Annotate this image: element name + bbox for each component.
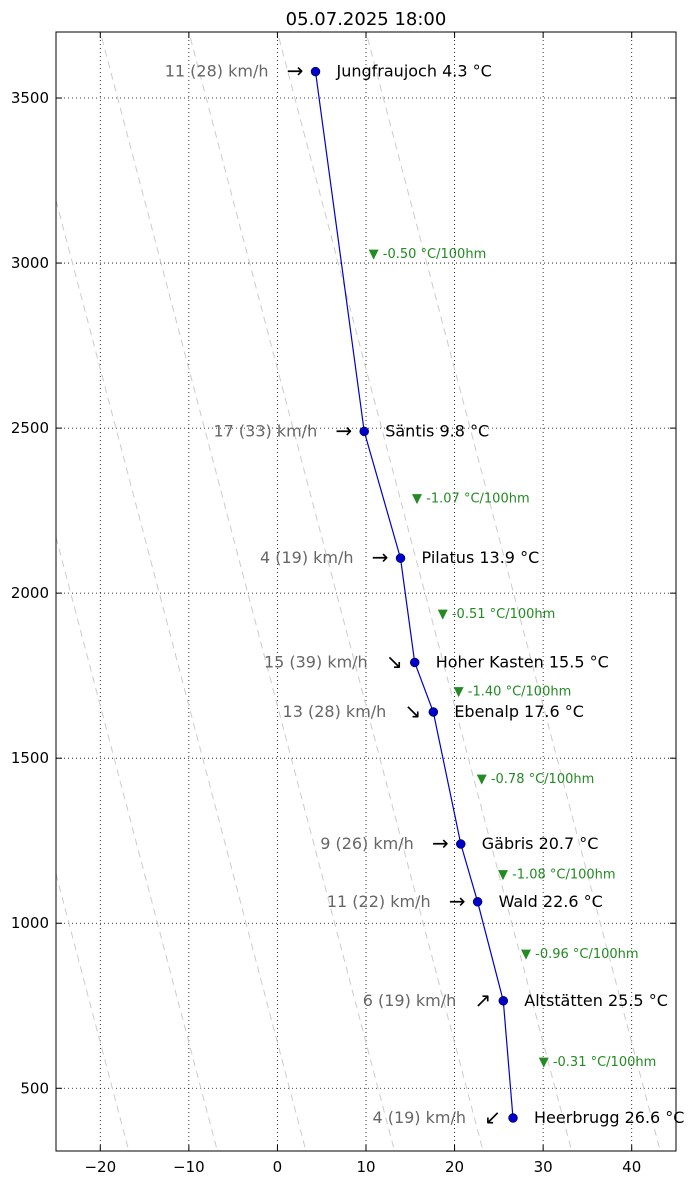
temperature-line [314,71,514,1119]
station-point [409,657,420,668]
wind-arrow-icon: → [335,418,352,442]
wind-arrow-icon: → [372,545,389,569]
station-point [428,707,439,717]
wind-label: 17 (33) km/h [213,421,317,440]
station-label: Hoher Kasten 15.5 °C [436,652,609,671]
axis-ticks: −20 −10 0 10 20 30 40 500 1000 1500 2000 2500 3000 35… [11,32,676,1176]
station-label: Ebenalp 17.6 °C [454,702,584,721]
wind-arrow-icon: ↘ [386,649,403,673]
y-tick-label: 1500 [11,749,49,767]
x-tick-label: 0 [273,1158,283,1176]
lapse-rate-labels: ▼ -0.50 °C/100hm ▼ -1.07 °C/100hm ▼ -0.51 … [369,247,657,1070]
station-point [395,553,406,563]
wind-label: 9 (26) km/h [320,834,414,853]
station-labels: Jungfraujoch 4.3 °C → 11 (28) km/h Säntis 9… [165,59,685,1129]
station-point [456,839,466,849]
station-label: Jungfraujoch 4.3 °C [336,62,492,81]
lapse-rate-label: ▼ -1.08 °C/100hm [498,868,616,883]
wind-label: 11 (22) km/h [327,892,431,911]
plot-frame [55,31,677,1152]
lapse-rate-label: ▼ -0.31 °C/100hm [539,1055,657,1070]
wind-arrow-icon: → [432,831,449,855]
wind-arrow-icon: ↙ [484,1105,501,1129]
wind-label: 4 (19) km/h [260,548,354,567]
wind-arrow-icon: → [287,59,304,83]
y-tick-label: 3500 [11,89,49,107]
wind-label: 11 (28) km/h [165,62,269,81]
x-tick-label: 20 [445,1158,464,1176]
y-tick-label: 1000 [11,914,49,932]
lapse-rate-label: ▼ -0.50 °C/100hm [369,247,487,262]
wind-label: 6 (19) km/h [363,991,457,1010]
station-label: Säntis 9.8 °C [385,421,489,440]
station-point [498,996,509,1006]
y-tick-label: 3000 [11,254,49,272]
wind-label: 13 (28) km/h [283,702,387,721]
y-tick-label: 2000 [11,584,49,602]
station-label: Altstätten 25.5 °C [524,991,668,1010]
station-point [310,66,321,77]
x-tick-label: −20 [84,1158,116,1176]
lapse-rate-label: ▼ -0.51 °C/100hm [438,607,556,622]
chart-title: 05.07.2025 18:00 [286,9,447,30]
grid [56,32,676,1151]
station-point [359,426,369,437]
station-point [508,1113,518,1123]
wind-arrow-icon: → [449,889,466,913]
station-label: Heerbrugg 26.6 °C [534,1108,684,1127]
station-label: Pilatus 13.9 °C [422,548,540,567]
lapse-rate-label: ▼ -0.96 °C/100hm [521,947,639,962]
wind-label: 4 (19) km/h [372,1108,466,1127]
lapse-rate-label: ▼ -0.78 °C/100hm [477,772,595,787]
wind-arrow-icon: ↘ [405,699,422,723]
lapse-rate-label: ▼ -1.07 °C/100hm [412,491,530,506]
station-label: Wald 22.6 °C [499,892,603,911]
wind-label: 15 (39) km/h [264,652,368,671]
y-tick-label: 2500 [11,419,49,437]
wind-arrow-icon: ↗ [475,988,492,1012]
x-tick-label: 30 [534,1158,553,1176]
y-tick-label: 500 [20,1079,49,1097]
station-point [472,897,483,907]
x-tick-label: −10 [173,1158,205,1176]
lapse-rate-label: ▼ -1.40 °C/100hm [454,685,572,700]
station-label: Gäbris 20.7 °C [482,834,599,853]
x-tick-label: 40 [622,1158,641,1176]
temperature-profile [310,66,518,1123]
x-tick-label: 10 [356,1158,375,1176]
